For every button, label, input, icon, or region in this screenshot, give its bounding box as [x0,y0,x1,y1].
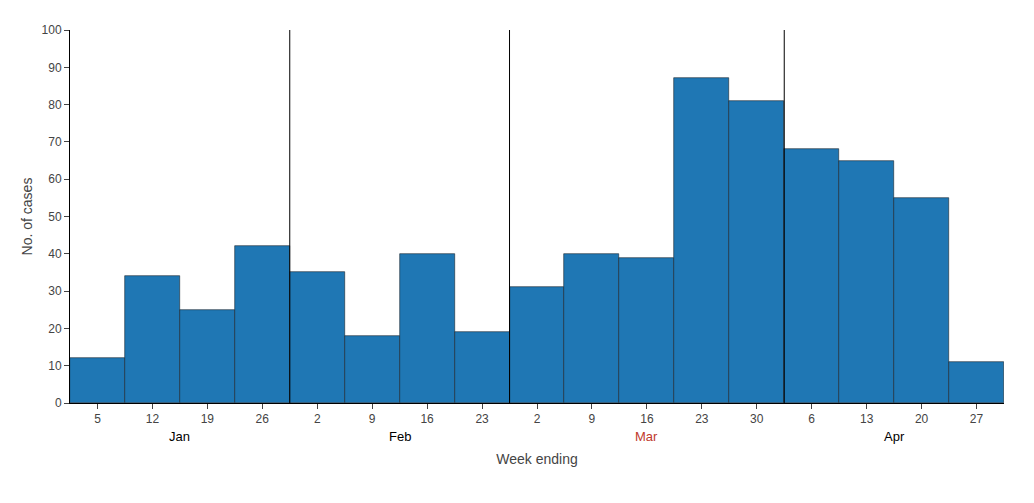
svg-text:27: 27 [970,412,984,426]
svg-text:16: 16 [420,412,434,426]
svg-text:23: 23 [475,412,489,426]
svg-text:70: 70 [48,135,62,149]
svg-text:No. of cases: No. of cases [19,178,35,256]
svg-text:6: 6 [808,412,815,426]
svg-text:Feb: Feb [389,429,411,444]
svg-text:9: 9 [369,412,376,426]
svg-text:50: 50 [48,210,62,224]
svg-text:30: 30 [750,412,764,426]
svg-text:9: 9 [589,412,596,426]
svg-text:16: 16 [640,412,654,426]
svg-text:90: 90 [48,61,62,75]
svg-text:19: 19 [201,412,215,426]
svg-text:20: 20 [915,412,929,426]
svg-text:Week ending: Week ending [496,451,577,467]
svg-text:Apr: Apr [884,429,905,444]
svg-text:40: 40 [48,247,62,261]
svg-text:30: 30 [48,284,62,298]
svg-text:2: 2 [534,412,541,426]
svg-text:26: 26 [256,412,270,426]
svg-text:10: 10 [48,359,62,373]
svg-text:0: 0 [55,396,62,410]
svg-text:80: 80 [48,98,62,112]
svg-text:5: 5 [94,412,101,426]
svg-text:20: 20 [48,322,62,336]
svg-text:2: 2 [314,412,321,426]
svg-text:100: 100 [42,23,62,37]
svg-text:Jan: Jan [169,429,190,444]
svg-text:12: 12 [146,412,160,426]
svg-text:13: 13 [860,412,874,426]
svg-text:60: 60 [48,172,62,186]
svg-text:Mar: Mar [635,429,658,444]
svg-text:23: 23 [695,412,709,426]
